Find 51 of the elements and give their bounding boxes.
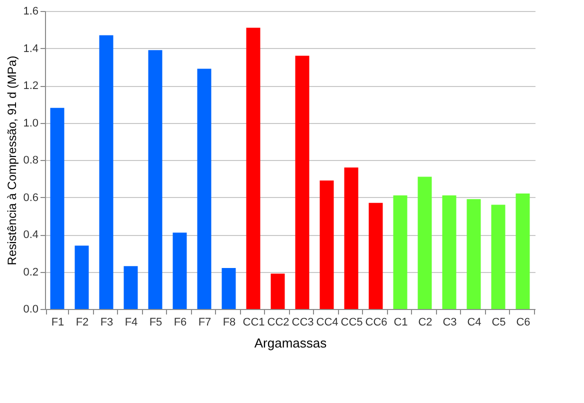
x-tick-label: F3 xyxy=(100,316,114,328)
bar xyxy=(270,274,285,309)
x-tick-label: CC3 xyxy=(292,316,314,328)
y-tick-label: 0.6 xyxy=(23,192,38,204)
y-tick-label: 1.2 xyxy=(23,80,38,92)
bar xyxy=(172,232,187,309)
x-tick-label: C2 xyxy=(418,316,432,328)
bar xyxy=(99,35,114,309)
bar xyxy=(295,56,310,309)
x-tick-label: CC1 xyxy=(242,316,265,328)
x-tick-label: CC5 xyxy=(340,316,363,328)
bar xyxy=(50,108,64,309)
x-tick-label: F5 xyxy=(149,316,162,328)
x-tick-label: F6 xyxy=(174,316,187,328)
x-tick-label: C1 xyxy=(394,316,408,328)
x-tick-label: C3 xyxy=(442,316,457,328)
y-axis-title: Resistência à Compressão, 91 d (MPa) xyxy=(5,56,20,266)
bar xyxy=(418,176,432,309)
bar xyxy=(246,28,260,309)
x-tick-label: CC4 xyxy=(316,316,338,328)
y-tick-label: 0.0 xyxy=(23,304,38,316)
bar xyxy=(491,204,506,309)
x-tick-label: F2 xyxy=(76,316,89,328)
bar xyxy=(320,180,334,309)
bar xyxy=(148,50,162,309)
y-tick-label: 1.0 xyxy=(23,117,38,130)
y-tick-label: 0.2 xyxy=(23,266,38,278)
bar xyxy=(516,194,530,309)
x-tick-label: F4 xyxy=(124,316,138,328)
x-tick-label: CC6 xyxy=(365,316,388,328)
bar xyxy=(124,266,138,309)
bar xyxy=(222,268,236,309)
x-tick-label: CC2 xyxy=(267,316,290,328)
x-tick-label: C5 xyxy=(492,316,506,328)
bar xyxy=(368,202,383,309)
x-axis-title: Argamassas xyxy=(254,336,328,350)
y-tick-label: 0.8 xyxy=(23,154,38,166)
x-tick-label: F8 xyxy=(222,316,236,328)
x-tick-label: C6 xyxy=(516,316,530,328)
bar xyxy=(442,195,456,309)
bar xyxy=(197,68,212,309)
y-tick-label: 1.6 xyxy=(23,6,38,18)
bar xyxy=(466,199,481,309)
x-tick-label: C4 xyxy=(467,316,482,328)
x-tick-label: F7 xyxy=(198,316,212,328)
x-tick-label: F1 xyxy=(51,316,64,328)
bar xyxy=(393,195,408,309)
y-tick-label: 0.4 xyxy=(23,229,38,241)
bar xyxy=(344,167,358,309)
y-tick-label: 1.4 xyxy=(23,42,38,55)
bar xyxy=(74,246,89,309)
